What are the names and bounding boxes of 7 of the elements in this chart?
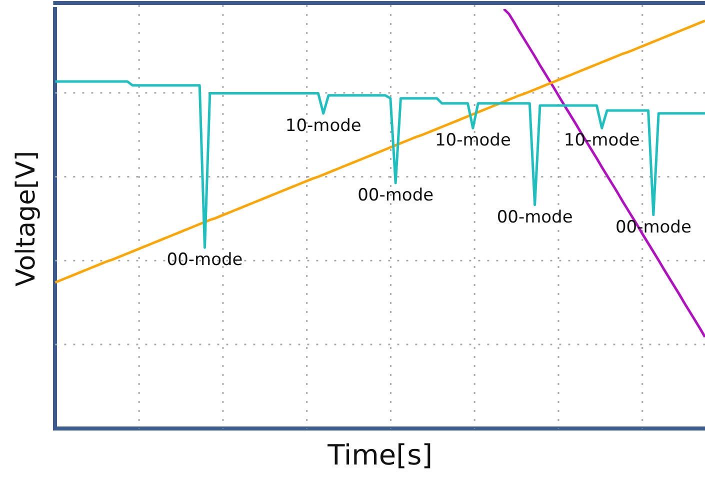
annotation: 00-mode [166,250,243,270]
annotation: 10-mode [434,130,511,151]
annotation: 00-mode [358,185,434,206]
annotation: 10-mode [285,116,362,136]
annotation: 00-mode [496,207,573,228]
x-axis-title: Time[s] [326,438,433,472]
y-axis-title: Voltage[V] [11,150,42,287]
